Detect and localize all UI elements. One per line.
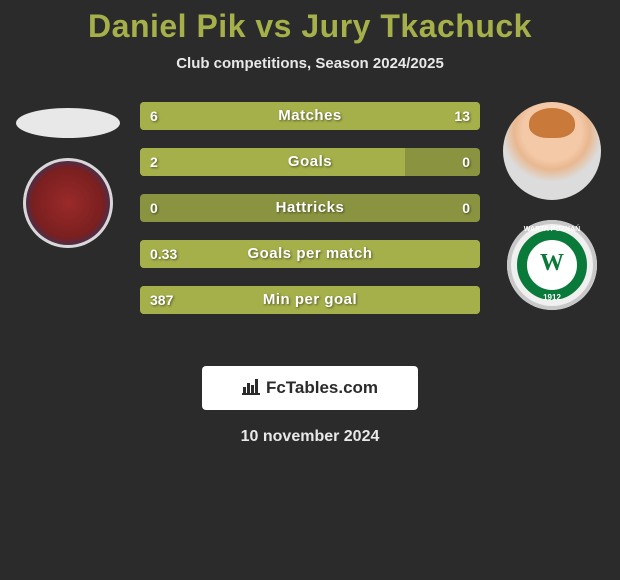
branding-badge: FcTables.com (202, 366, 418, 410)
stat-label: Hattricks (140, 194, 480, 222)
right-club-name: WARTA POZNAŃ (507, 226, 597, 233)
right-player-photo (503, 102, 601, 200)
stat-row: 20Goals (140, 148, 480, 176)
stat-row: 00Hattricks (140, 194, 480, 222)
branding-text: FcTables.com (266, 378, 378, 398)
stat-label: Goals (140, 148, 480, 176)
right-club-letter: W (540, 250, 564, 277)
left-player-photo (16, 108, 120, 138)
left-club-logo (23, 158, 113, 248)
stat-row: 613Matches (140, 102, 480, 130)
left-player-column (8, 102, 128, 248)
right-club-logo: W WARTA POZNAŃ 1912 (507, 220, 597, 310)
right-club-year: 1912 (507, 293, 597, 302)
right-player-column: W WARTA POZNAŃ 1912 (492, 102, 612, 310)
stat-label: Matches (140, 102, 480, 130)
page-title: Daniel Pik vs Jury Tkachuck (0, 0, 620, 45)
stat-label: Goals per match (140, 240, 480, 268)
bar-chart-icon (242, 377, 262, 400)
snapshot-date: 10 november 2024 (0, 428, 620, 446)
stat-row: 0.33Goals per match (140, 240, 480, 268)
comparison-panel: W WARTA POZNAŃ 1912 613Matches 20Goals 00H… (0, 102, 620, 352)
season-subtitle: Club competitions, Season 2024/2025 (0, 55, 620, 72)
right-club-ring: W (517, 230, 587, 300)
stat-bars: 613Matches 20Goals 00Hattricks 0.33Goals pe… (140, 102, 480, 332)
stat-label: Min per goal (140, 286, 480, 314)
stat-row: 387Min per goal (140, 286, 480, 314)
